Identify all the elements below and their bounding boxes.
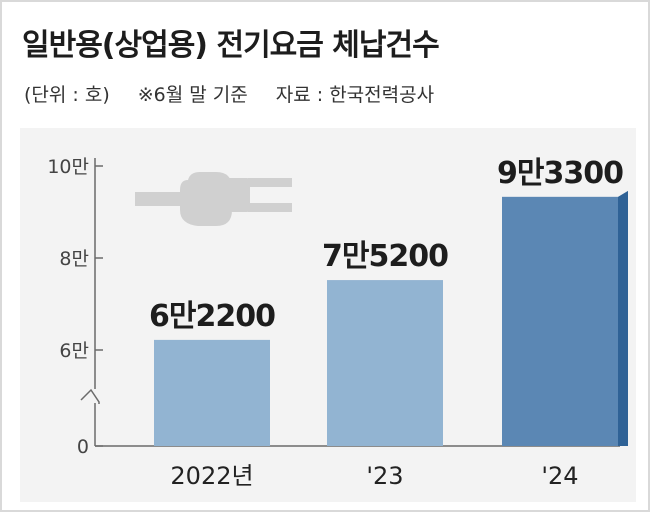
y-tick-label: 6만 [59, 340, 89, 362]
basis-note: ※6월 말 기준 [137, 84, 248, 106]
bar-value-label: 6만2200 [149, 299, 275, 334]
x-category-label: '23 [366, 462, 403, 490]
y-tick-label: 0 [77, 436, 89, 458]
bar-side [618, 190, 628, 446]
bar [154, 339, 270, 446]
bar-value-label: 7만5200 [322, 239, 448, 274]
chart-title: 일반용(상업용) 전기요금 체납건수 [22, 28, 440, 63]
y-axis-break [80, 388, 100, 404]
x-category-label: 2022년 [170, 462, 253, 490]
y-tick-label: 8만 [59, 248, 89, 270]
chart-subtitle-row: (단위 : 호) ※6월 말 기준 자료 : 한국전력공사 [24, 80, 434, 107]
bar [327, 280, 443, 446]
x-category-label: '24 [541, 462, 578, 490]
bar-value-label: 9만3300 [497, 156, 623, 191]
unit-label: (단위 : 호) [24, 84, 110, 106]
electric-plug-icon [135, 172, 292, 226]
y-tick-label: 10만 [47, 156, 89, 178]
source-label: 자료 : 한국전력공사 [275, 84, 435, 106]
bar-chart: 0 6만 8만 10만 6만2200 2022년 7만5200 '23 9만3300 '24 [47, 156, 628, 490]
bar [502, 196, 618, 446]
chart-area: 0 6만 8만 10만 6만2200 2022년 7만5200 '23 9만3300 '24 [20, 128, 636, 502]
